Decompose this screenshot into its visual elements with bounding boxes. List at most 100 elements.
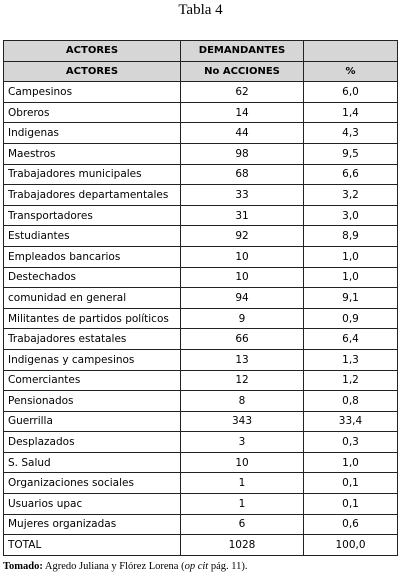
table-cell: comunidad en general	[3, 287, 181, 309]
table-row: Guerrilla 343 33,4	[3, 410, 398, 433]
table-cell: 6,0	[303, 81, 398, 103]
table-row: Militantes de partidos políticos 9 0,9	[3, 307, 398, 330]
table-cell: 1	[180, 493, 304, 515]
table-cell: S. Salud	[3, 451, 181, 474]
table-cell: 9	[180, 307, 304, 330]
table-row: Trabajadores municipales 68 6,6	[3, 163, 398, 186]
table-cell: 31	[180, 204, 304, 227]
table-cell: ACTORES	[3, 40, 181, 62]
table-row: Destechados 10 1,0	[3, 266, 398, 289]
table-row: comunidad en general 94 9,1	[3, 287, 398, 309]
table-cell: 1,0	[303, 451, 398, 474]
table-cell: 6,6	[303, 163, 398, 186]
table-cell: Militantes de partidos políticos	[3, 307, 181, 330]
table-cell: 33,4	[303, 410, 398, 433]
table-cell: Trabajadores departamentales	[3, 184, 181, 206]
source-note: Tomado: Agredo Juliana y Flórez Lorena (…	[3, 561, 248, 572]
table-row: S. Salud 10 1,0	[3, 451, 398, 474]
table-cell: Maestros	[3, 142, 181, 165]
table-cell: 33	[180, 184, 304, 206]
table-row: Trabajadores departamentales 33 3,2	[3, 184, 398, 206]
table-cell: 68	[180, 163, 304, 186]
table-row: Desplazados 3 0,3	[3, 431, 398, 453]
table-row: Pensionados 8 0,8	[3, 390, 398, 412]
source-label: Tomado:	[3, 561, 43, 572]
table-cell: 0,8	[303, 390, 398, 412]
table-cell: 1,0	[303, 245, 398, 268]
table-row: Organizaciones sociales 1 0,1	[3, 472, 398, 495]
table-cell: 0,1	[303, 472, 398, 495]
table-cell: 4,3	[303, 122, 398, 144]
title: Tabla 4	[178, 2, 223, 18]
table-cell: 94	[180, 287, 304, 309]
table-row: Campesinos 62 6,0	[3, 81, 398, 103]
table-cell: Mujeres organizadas	[3, 513, 181, 536]
table-cell: Trabajadores estatales	[3, 328, 181, 350]
table-cell: Trabajadores municipales	[3, 163, 181, 186]
table-cell: %	[303, 60, 398, 83]
table-cell: 1,3	[303, 348, 398, 371]
table-cell: 13	[180, 348, 304, 371]
table-cell: ACTORES	[3, 60, 181, 83]
table-cell: 0,9	[303, 307, 398, 330]
table-cell: Desplazados	[3, 431, 181, 453]
table-cell: Guerrilla	[3, 410, 181, 433]
table-cell: 10	[180, 245, 304, 268]
table-row: Estudiantes 92 8,9	[3, 225, 398, 247]
table-row: Mujeres organizadas 6 0,6	[3, 513, 398, 536]
table-cell: 6,4	[303, 328, 398, 350]
table-cell: 1028	[180, 534, 304, 556]
source-end: pág. 11).	[208, 561, 248, 572]
table-cell: Usuarios upac	[3, 493, 181, 515]
table-cell: Pensionados	[3, 390, 181, 412]
table-cell: Destechados	[3, 266, 181, 289]
table-cell: 98	[180, 142, 304, 165]
table-cell: 100,0	[303, 534, 398, 556]
table-cell: Transportadores	[3, 204, 181, 227]
table-row: Trabajadores estatales 66 6,4	[3, 328, 398, 350]
table-cell: Indigenas	[3, 122, 181, 144]
table-cell: 0,1	[303, 493, 398, 515]
table-cell: 3,2	[303, 184, 398, 206]
table-cell: 14	[180, 101, 304, 124]
table-cell: 6	[180, 513, 304, 536]
table-cell: TOTAL	[3, 534, 181, 556]
source-text: Agredo Juliana y Flórez Lorena (	[44, 561, 185, 572]
table-cell: 8,9	[303, 225, 398, 247]
table-cell: 1	[180, 472, 304, 495]
table-cell: 10	[180, 451, 304, 474]
table-cell: Comerciantes	[3, 369, 181, 392]
table-cell: Campesinos	[3, 81, 181, 103]
table-cell: DEMANDANTES	[180, 40, 304, 62]
table-row: Usuarios upac 1 0,1	[3, 493, 398, 515]
table-cell: No ACCIONES	[180, 60, 304, 83]
table-cell: Empleados bancarios	[3, 245, 181, 268]
table-cell: Indigenas y campesinos	[3, 348, 181, 371]
table-cell: 3	[180, 431, 304, 453]
table-row: Obreros 14 1,4	[3, 101, 398, 124]
table-cell: Estudiantes	[3, 225, 181, 247]
table-row: Empleados bancarios 10 1,0	[3, 245, 398, 268]
table-cell: 0,6	[303, 513, 398, 536]
table-cell: Organizaciones sociales	[3, 472, 181, 495]
data-table: ACTORES DEMANDANTES ACTORES No ACCIONES% Cam…	[3, 40, 398, 556]
source-italic: op cit	[184, 561, 209, 572]
table-cell: 0,3	[303, 431, 398, 453]
table-cell: 12	[180, 369, 304, 392]
table-row: TOTAL 1028 100,0	[3, 534, 398, 556]
table-cell	[303, 40, 398, 62]
table-row: ACTORES No ACCIONES%	[3, 60, 398, 83]
table-row: Comerciantes 12 1,2	[3, 369, 398, 392]
table-cell: 66	[180, 328, 304, 350]
table-cell: 9,1	[303, 287, 398, 309]
table-cell: 62	[180, 81, 304, 103]
table-cell: 44	[180, 122, 304, 144]
table-cell: 1,2	[303, 369, 398, 392]
table-row: Maestros 98 9,5	[3, 142, 398, 165]
table-cell: 343	[180, 410, 304, 433]
table-cell: 9,5	[303, 142, 398, 165]
table-row: Transportadores 31 3,0	[3, 204, 398, 227]
table-cell: 10	[180, 266, 304, 289]
table-row: ACTORES DEMANDANTES	[3, 40, 398, 62]
